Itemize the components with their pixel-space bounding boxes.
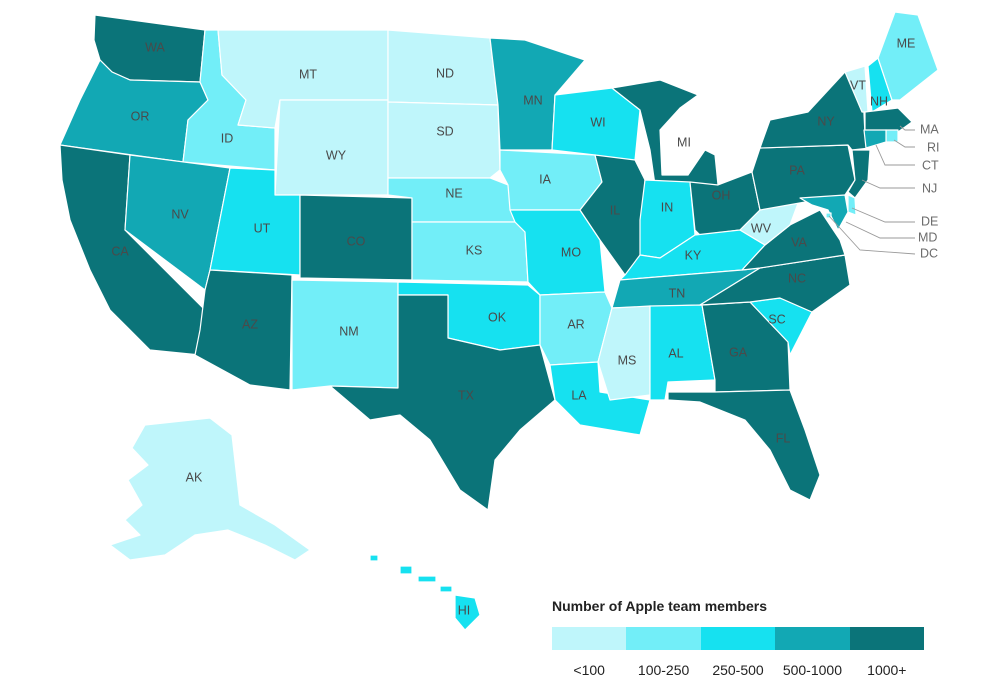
state-LA[interactable] bbox=[549, 361, 651, 436]
label-MO: MO bbox=[561, 245, 581, 259]
label-NJ: NJ bbox=[922, 181, 937, 195]
label-NY: NY bbox=[817, 114, 835, 128]
label-MS: MS bbox=[618, 353, 637, 367]
label-TN: TN bbox=[669, 286, 686, 300]
label-MA: MA bbox=[920, 122, 939, 136]
label-OH: OH bbox=[712, 188, 731, 202]
label-KS: KS bbox=[466, 243, 483, 257]
label-RI: RI bbox=[927, 140, 940, 154]
legend-swatch bbox=[552, 627, 627, 650]
leader-lines bbox=[828, 125, 916, 255]
legend: Number of Apple team members <100 100-25… bbox=[552, 598, 925, 678]
legend-swatch bbox=[700, 627, 776, 650]
label-CA: CA bbox=[111, 244, 129, 258]
label-DE: DE bbox=[921, 214, 938, 228]
state-AK[interactable] bbox=[109, 417, 311, 561]
label-IN: IN bbox=[661, 200, 674, 214]
label-ID: ID bbox=[221, 131, 234, 145]
label-LA: LA bbox=[571, 388, 587, 402]
label-VA: VA bbox=[791, 235, 807, 249]
label-KY: KY bbox=[685, 248, 702, 262]
state-labels: WA OR CA ID NV MT WY UT AZ CO NM ND SD N… bbox=[111, 36, 915, 617]
label-WV: WV bbox=[751, 221, 772, 235]
label-IL: IL bbox=[610, 203, 620, 217]
legend-swatch bbox=[849, 627, 925, 650]
label-MD: MD bbox=[918, 230, 937, 244]
legend-label: 250-500 bbox=[712, 662, 764, 678]
state-CT[interactable] bbox=[863, 129, 887, 149]
legend-labels: <100 100-250 250-500 500-1000 1000+ bbox=[552, 662, 924, 678]
label-WA: WA bbox=[145, 40, 165, 54]
label-DC: DC bbox=[920, 246, 938, 260]
label-MT: MT bbox=[299, 67, 317, 81]
legend-label: <100 bbox=[573, 662, 605, 678]
label-ME: ME bbox=[897, 36, 916, 50]
state-ME[interactable] bbox=[877, 11, 939, 101]
legend-swatch bbox=[775, 627, 850, 650]
state-SD[interactable] bbox=[387, 101, 501, 179]
label-HI: HI bbox=[458, 603, 471, 617]
state-MD[interactable] bbox=[799, 194, 849, 231]
legend-color-bar bbox=[552, 627, 925, 650]
label-WY: WY bbox=[326, 148, 347, 162]
label-AK: AK bbox=[186, 470, 203, 484]
label-AR: AR bbox=[567, 317, 584, 331]
label-NM: NM bbox=[339, 324, 358, 338]
state-MI[interactable] bbox=[611, 79, 719, 191]
state-labels-outside: MA RI CT NJ DE MD DC bbox=[918, 122, 940, 260]
state-FL[interactable] bbox=[667, 389, 821, 501]
label-UT: UT bbox=[254, 221, 271, 235]
label-GA: GA bbox=[729, 345, 748, 359]
label-AZ: AZ bbox=[242, 317, 258, 331]
label-NC: NC bbox=[788, 271, 806, 285]
legend-swatch bbox=[626, 627, 701, 650]
label-VT: VT bbox=[850, 78, 866, 92]
state-MS[interactable] bbox=[597, 305, 651, 401]
state-RI[interactable] bbox=[885, 129, 899, 143]
label-WI: WI bbox=[590, 115, 605, 129]
label-CO: CO bbox=[347, 234, 366, 248]
label-MN: MN bbox=[523, 93, 542, 107]
state-MA[interactable] bbox=[864, 107, 913, 133]
label-ND: ND bbox=[436, 66, 454, 80]
label-AL: AL bbox=[668, 346, 683, 360]
label-IA: IA bbox=[539, 172, 551, 186]
label-TX: TX bbox=[458, 388, 475, 402]
label-MI: MI bbox=[677, 135, 691, 149]
label-PA: PA bbox=[789, 163, 805, 177]
legend-label: 100-250 bbox=[637, 662, 690, 678]
label-CT: CT bbox=[922, 158, 939, 172]
label-NV: NV bbox=[171, 207, 189, 221]
label-SD: SD bbox=[436, 124, 453, 138]
label-SC: SC bbox=[768, 312, 785, 326]
label-OR: OR bbox=[131, 109, 150, 123]
state-TX[interactable] bbox=[329, 294, 556, 511]
legend-label: 1000+ bbox=[867, 662, 907, 678]
legend-title: Number of Apple team members bbox=[552, 598, 767, 614]
state-DE[interactable] bbox=[847, 194, 857, 216]
label-OK: OK bbox=[488, 310, 507, 324]
label-NE: NE bbox=[445, 186, 462, 200]
label-FL: FL bbox=[776, 431, 791, 445]
state-HI[interactable] bbox=[369, 554, 481, 631]
label-NH: NH bbox=[870, 94, 888, 108]
legend-label: 500-1000 bbox=[782, 662, 842, 678]
